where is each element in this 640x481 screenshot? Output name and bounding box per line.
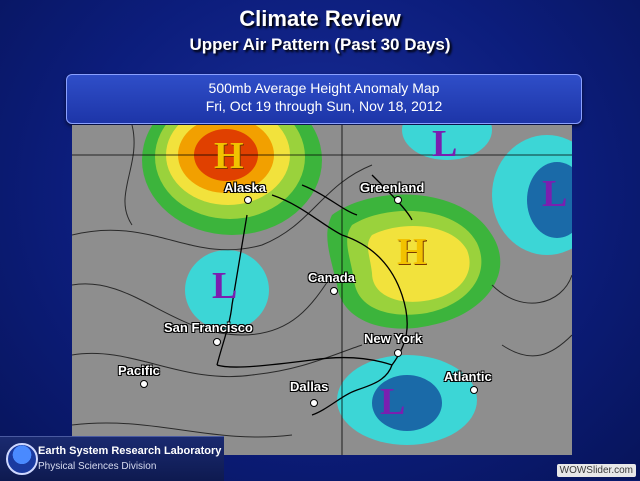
alaska-high-anomaly — [142, 125, 322, 235]
location-dot-dallas — [310, 399, 318, 407]
pacific-low-marker: L — [212, 265, 238, 307]
location-dot-atlantic — [470, 386, 478, 394]
map-title: 500mb Average Height Anomaly Map — [208, 80, 440, 96]
canada-high-marker: H — [397, 231, 427, 273]
atlantic-low-marker: L — [380, 381, 406, 423]
pacific-low-anomaly — [185, 250, 269, 330]
atlantic-low-anomaly — [337, 355, 477, 445]
lat-lon-grid — [72, 125, 572, 455]
esrl-logo: Earth System Research Laboratory Physica… — [0, 436, 224, 481]
northeast-low-marker: L — [542, 173, 568, 215]
location-label-canada: Canada — [308, 270, 355, 285]
canada-high-anomaly — [327, 194, 501, 329]
anomaly-map-graphic — [72, 125, 572, 455]
page-subtitle: Upper Air Pattern (Past 30 Days) — [189, 35, 451, 54]
location-dot-alaska — [244, 196, 252, 204]
location-dot-san-francisco — [213, 338, 221, 346]
location-dot-pacific — [140, 380, 148, 388]
watermark: WOWSlider.com — [556, 464, 636, 477]
alaska-high-marker: H — [214, 135, 244, 177]
coastlines — [216, 174, 413, 416]
location-label-san-francisco: San Francisco — [164, 320, 253, 335]
map-title-panel: 500mb Average Height Anomaly Map Fri, Oc… — [66, 74, 582, 124]
northeast-low-anomaly — [492, 135, 572, 255]
location-label-alaska: Alaska — [224, 180, 266, 195]
location-label-atlantic: Atlantic — [444, 369, 492, 384]
header: Climate Review Upper Air Pattern (Past 3… — [0, 0, 640, 62]
location-label-dallas: Dallas — [290, 379, 329, 394]
arctic-low-marker: L — [432, 125, 458, 165]
location-dot-greenland — [394, 196, 402, 204]
location-label-pacific: Pacific — [118, 363, 160, 378]
arctic-low-anomaly — [402, 125, 492, 160]
noaa-emblem-icon — [6, 443, 38, 475]
location-label-greenland: Greenland — [360, 180, 425, 195]
logo-line1: Earth System Research Laboratory — [38, 445, 222, 457]
location-dot-new-york — [394, 349, 402, 357]
location-dot-canada — [330, 287, 338, 295]
logo-line2: Physical Sciences Division — [38, 461, 157, 472]
map-date-range: Fri, Oct 19 through Sun, Nov 18, 2012 — [205, 98, 443, 114]
anomaly-map: H H L L L L Alaska Greenland Canada San … — [72, 125, 572, 455]
page-title: Climate Review — [239, 6, 401, 31]
location-label-new-york: New York — [364, 331, 423, 346]
contour-lines — [72, 125, 572, 438]
